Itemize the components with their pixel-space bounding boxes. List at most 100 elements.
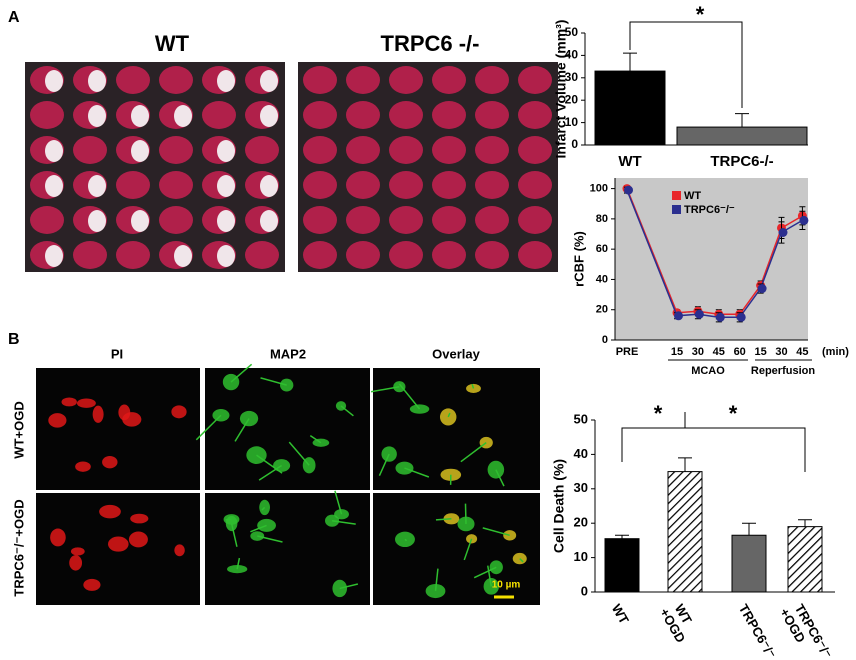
- legend-label: TRPC6⁻/⁻: [684, 204, 735, 216]
- marker: [778, 228, 788, 238]
- x-tick-label: 30: [775, 346, 787, 358]
- infarct: [217, 140, 235, 162]
- neurite: [519, 558, 524, 563]
- brain-slice: [518, 241, 552, 269]
- brain-slice: [346, 241, 380, 269]
- cell: [61, 397, 77, 407]
- image-title: WT: [155, 31, 190, 56]
- y-tick-label: 40: [565, 48, 579, 62]
- x-tick-label: TRPC6⁻/⁻: [735, 602, 778, 660]
- micrograph: [373, 493, 540, 605]
- images: [25, 62, 558, 605]
- brain-slice: [475, 241, 509, 269]
- brain-slice: [475, 101, 509, 129]
- cell: [128, 531, 148, 548]
- neurite: [404, 467, 430, 478]
- panel-label: A: [8, 9, 20, 26]
- infarct: [260, 175, 278, 197]
- marker: [715, 312, 725, 322]
- brain-slice: [518, 101, 552, 129]
- x-tick-label: WT: [608, 602, 631, 627]
- neurite: [309, 435, 322, 444]
- cell: [75, 461, 91, 472]
- y-axis-label: rCBF (%): [571, 231, 586, 287]
- neurite: [288, 441, 310, 466]
- marker: [799, 215, 809, 225]
- cell: [92, 405, 104, 423]
- brain-slice: [30, 206, 64, 234]
- infarct: [260, 105, 278, 127]
- infarct: [174, 245, 192, 267]
- error-bar: [742, 522, 756, 536]
- brain-slice: [389, 171, 423, 199]
- brain-slice: [303, 136, 337, 164]
- neurite: [339, 583, 359, 590]
- neurite: [260, 377, 287, 386]
- brain-slice: [202, 101, 236, 129]
- infarct: [174, 105, 192, 127]
- x-tick-label-line: WT: [608, 602, 631, 627]
- brain-slice: [30, 101, 64, 129]
- neurite: [257, 535, 283, 543]
- bar: [667, 471, 703, 593]
- legend-label: WT: [684, 190, 701, 202]
- infarct: [88, 175, 106, 197]
- brain-slice: [432, 171, 466, 199]
- brain-slice: [346, 136, 380, 164]
- marker: [694, 309, 704, 319]
- micrograph: [36, 368, 200, 490]
- neurite: [473, 566, 497, 579]
- cell: [50, 528, 66, 547]
- brain-slice: [432, 241, 466, 269]
- x-tick-label: 45: [713, 346, 725, 358]
- column-title: MAP2: [270, 346, 306, 361]
- brain-slice: [303, 171, 337, 199]
- brain-slice: [475, 136, 509, 164]
- infarct: [45, 140, 63, 162]
- y-tick-label: 60: [596, 243, 608, 255]
- infarct: [260, 70, 278, 92]
- brain-slice: [346, 66, 380, 94]
- x-tick-label: 30: [692, 346, 704, 358]
- brain-slice: [518, 136, 552, 164]
- infarct: [217, 210, 235, 232]
- infarct: [217, 175, 235, 197]
- scale-bar-label: 10 µm: [492, 580, 521, 591]
- neurite: [340, 405, 354, 417]
- y-tick-label: 10: [574, 549, 588, 564]
- error-bar: [623, 52, 637, 72]
- neurite: [234, 418, 250, 442]
- neurite: [404, 538, 408, 542]
- brain-slice: [159, 136, 193, 164]
- x-tick-label-line: TRPC6⁻/⁻: [735, 602, 778, 660]
- bar: [594, 70, 666, 146]
- brain-image: [298, 62, 558, 272]
- legend-swatch: [672, 205, 681, 214]
- column-title: PI: [111, 346, 123, 361]
- x-tick-label: 45: [796, 346, 808, 358]
- infarct: [131, 140, 149, 162]
- significance: *: [729, 401, 738, 426]
- brain-slice: [245, 136, 279, 164]
- neurite: [471, 383, 475, 389]
- significance-bracket: [629, 21, 743, 108]
- bar: [676, 126, 808, 146]
- cell: [122, 412, 142, 427]
- cell: [102, 455, 118, 469]
- brain-slice: [518, 206, 552, 234]
- column-title: Overlay: [432, 346, 480, 361]
- y-tick-label: 50: [565, 25, 579, 39]
- neurite: [464, 503, 467, 524]
- error-bar: [798, 519, 812, 527]
- cell: [83, 578, 101, 591]
- brain-slice: [475, 66, 509, 94]
- cell: [99, 504, 121, 519]
- x-unit: (min): [822, 346, 849, 358]
- row-label: TRPC6⁻/⁻+OGD: [11, 499, 26, 596]
- y-tick-label: 50: [574, 411, 588, 426]
- marker: [736, 312, 746, 322]
- brain-slice: [432, 66, 466, 94]
- y-tick-label: 30: [574, 480, 588, 495]
- y-tick-label: 40: [596, 273, 608, 285]
